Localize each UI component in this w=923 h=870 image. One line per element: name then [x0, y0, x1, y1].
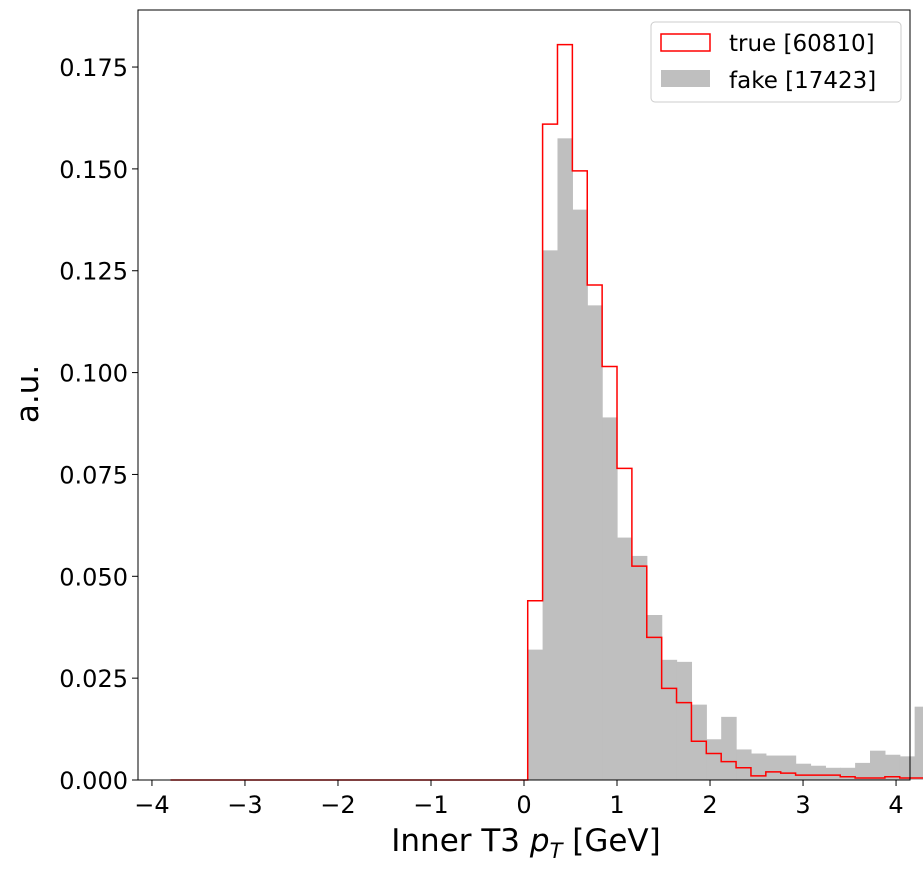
y-tick-label: 0.075	[59, 461, 128, 489]
fake-bar	[706, 739, 722, 780]
x-axis: −4 −3 −2 −1 0 1 2 3 4	[134, 780, 904, 819]
fake-bar	[825, 767, 841, 780]
fake-bar	[617, 537, 633, 780]
y-tick-label: 0.100	[59, 360, 128, 388]
fake-bar	[765, 755, 782, 780]
legend-label-fake: fake [17423]	[729, 68, 876, 94]
fake-bar	[542, 250, 559, 780]
y-tick-label: 0.050	[59, 563, 128, 591]
x-axis-label-subscript: T	[550, 839, 565, 863]
x-tick-label: −1	[413, 791, 448, 819]
x-tick-label: 2	[702, 791, 717, 819]
x-tick-label: 1	[609, 791, 624, 819]
fake-bar	[527, 649, 544, 780]
fake-bar	[691, 704, 707, 780]
legend-label-true: true [60810]	[729, 31, 875, 57]
fake-bar	[840, 767, 856, 780]
x-tick-label: 4	[888, 791, 903, 819]
fake-bar	[810, 765, 826, 780]
y-tick-label: 0.025	[59, 665, 128, 693]
x-axis-label-unit: [GeV]	[562, 823, 660, 859]
fake-bar	[870, 750, 886, 780]
fake-bar	[721, 716, 737, 780]
y-axis-label: a.u.	[10, 365, 46, 423]
legend: true [60810] fake [17423]	[650, 21, 902, 103]
fake-bar	[572, 209, 588, 780]
fake-bar	[557, 138, 573, 780]
x-tick-label: −4	[134, 791, 169, 819]
legend-frame	[650, 21, 902, 103]
y-tick-label: 0.125	[59, 258, 128, 286]
x-tick-label: −3	[227, 791, 262, 819]
fake-bar	[661, 659, 678, 780]
y-tick-label: 0.000	[59, 767, 128, 795]
x-tick-label: 3	[795, 791, 810, 819]
x-axis-label: Inner T3 pT [GeV]	[391, 823, 660, 863]
y-axis: 0.000 0.025 0.050 0.075 0.100 0.125 0.150 0.175	[59, 54, 138, 795]
fake-bar	[736, 749, 752, 780]
fake-bar	[676, 661, 693, 780]
fake-bar	[780, 755, 797, 780]
y-tick-label: 0.175	[59, 54, 128, 82]
x-tick-label: 0	[516, 791, 531, 819]
fake-bar	[646, 615, 663, 780]
fake-bar	[587, 305, 603, 780]
fake-bar	[855, 762, 871, 780]
fake-bar	[795, 763, 812, 780]
x-tick-label: −2	[320, 791, 355, 819]
fake-bar	[602, 417, 618, 780]
x-axis-label-symbol: p	[529, 823, 550, 859]
legend-swatch-fake	[661, 70, 710, 87]
x-axis-label-main: Inner T3	[391, 823, 530, 859]
fake-bar	[899, 756, 916, 780]
fake-bar	[884, 754, 901, 780]
fake-bar	[914, 706, 923, 780]
y-tick-label: 0.150	[59, 156, 128, 184]
fake-series-bars	[527, 138, 923, 780]
fake-bar	[750, 753, 767, 780]
fake-bar	[631, 555, 648, 780]
legend-swatch-true	[660, 33, 711, 52]
